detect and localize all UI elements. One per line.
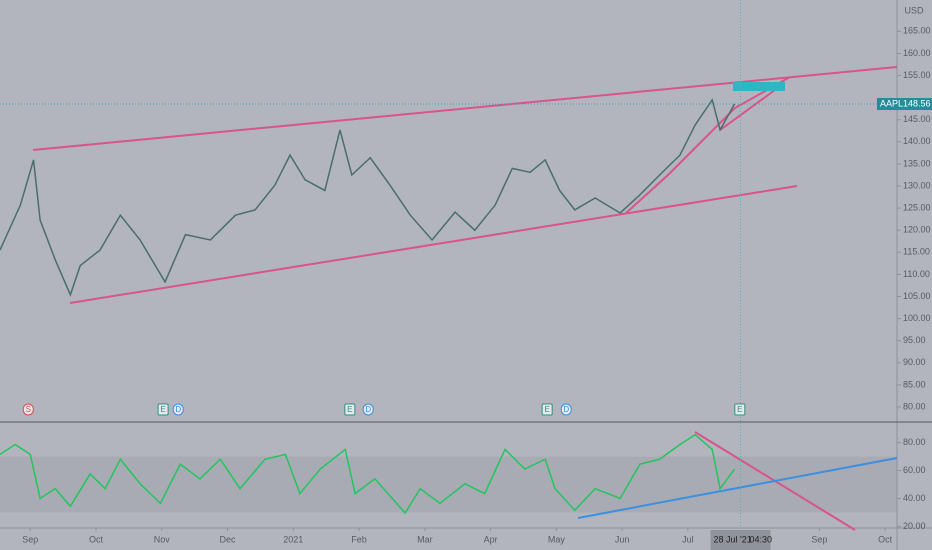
x-tick-label: Sep [22,534,38,544]
y-tick-label: 160.00 [903,48,931,58]
event-label: D [175,405,181,414]
y-tick-label: 40.00 [903,493,926,503]
y-tick-label: 115.00 [903,247,930,257]
x-tick-label: Feb [351,534,367,544]
y-tick-label: 140.00 [903,136,931,146]
event-marker [157,403,169,416]
rsi-support-line [577,457,898,519]
y-tick-label: 85.00 [903,379,926,389]
y-tick-label: 60.00 [903,465,926,475]
event-label: E [737,405,742,414]
event-label: D [365,405,371,414]
event-marker [541,403,553,416]
y-tick-label: 100.00 [903,313,931,323]
x-tick-label: Oct [878,534,893,544]
y-tick-label: 125.00 [903,203,931,213]
event-marker [362,403,374,416]
rising-trendline [624,76,791,215]
y-tick-label: 155.00 [903,70,931,80]
x-tick-label: Nov [154,534,171,544]
event-marker [734,403,746,416]
lower-trendline [69,185,798,304]
y-tick-label: 120.00 [903,225,931,235]
event-label: E [347,405,352,414]
currency-label: USD [904,5,924,15]
price-value: 148.56 [903,98,931,108]
price-line [0,433,736,515]
x-tick-label: Dec [220,534,237,544]
x-tick-label: Mar [417,534,433,544]
price-line [0,98,736,297]
x-tick-label: Sep [811,534,827,544]
y-tick-label: 80.00 [903,437,926,447]
event-marker [172,403,184,416]
upper-trendline [32,66,898,151]
event-marker [22,403,34,416]
x-tick-label: May [548,534,566,544]
crosshair-date: 28 Jul '21 [713,534,751,544]
crosshair-time: 04:30 [749,534,772,544]
x-tick-label: Jul [682,534,694,544]
trendlines [32,66,898,531]
event-label: D [563,405,569,414]
y-tick-label: 80.00 [903,401,926,411]
event-label: E [160,405,165,414]
x-tick-label: Jun [615,534,630,544]
event-label: E [544,405,549,414]
crosshair-label-bg [710,530,771,550]
rsi-band [0,456,897,513]
y-tick-label: 20.00 [903,521,926,531]
y-tick-label: 105.00 [903,291,931,301]
event-marker [560,403,572,416]
x-tick-label: 2021 [283,534,303,544]
y-tick-label: 130.00 [903,180,931,190]
short-trendline [719,89,776,131]
x-tick-label: Apr [484,534,498,544]
last-price-tag [877,98,932,111]
y-tick-label: 135.00 [903,158,931,168]
event-label: S [26,405,31,414]
price-symbol: AAPL [880,98,903,108]
event-marker [344,403,356,416]
target-box [733,82,785,91]
y-tick-label: 145.00 [903,114,931,124]
y-tick-label: 165.00 [903,26,931,36]
y-tick-label: 90.00 [903,357,926,367]
y-tick-label: 110.00 [903,269,930,279]
x-tick-label: Oct [89,534,104,544]
y-tick-label: 95.00 [903,335,926,345]
